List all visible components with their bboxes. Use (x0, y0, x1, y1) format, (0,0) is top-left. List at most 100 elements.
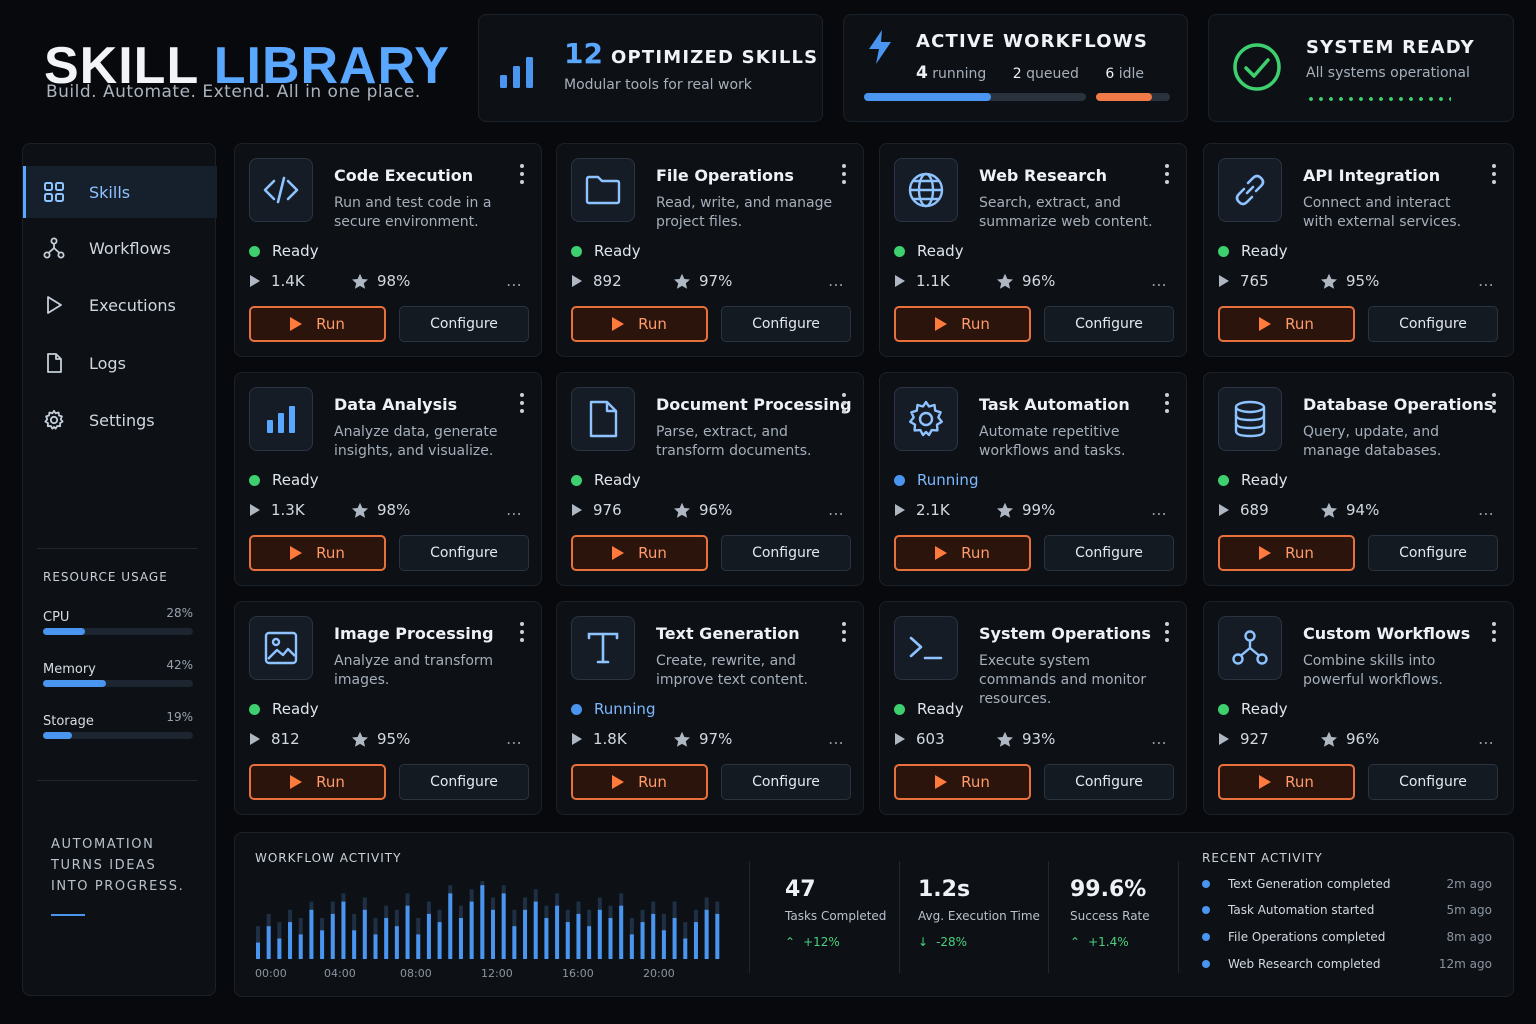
more-horizontal-icon[interactable]: ⋯ (1478, 733, 1495, 752)
recent-time: 12m ago (1438, 957, 1492, 971)
run-button[interactable]: Run (1218, 764, 1355, 800)
run-button[interactable]: Run (249, 764, 386, 800)
activity-chart (256, 881, 720, 959)
skill-description: Automate repetitive workflows and tasks. (979, 424, 1126, 459)
configure-button[interactable]: Configure (721, 535, 851, 571)
run-button[interactable]: Run (894, 764, 1031, 800)
run-button[interactable]: Run (1218, 535, 1355, 571)
sidebar-item-workflows[interactable]: Workflows (23, 222, 217, 274)
more-horizontal-icon[interactable]: ⋯ (1478, 504, 1495, 523)
more-vertical-icon[interactable] (841, 164, 847, 184)
run-button[interactable]: Run (249, 535, 386, 571)
sidebar-item-label: Logs (89, 353, 126, 373)
more-horizontal-icon[interactable]: ⋯ (1151, 275, 1168, 294)
configure-button[interactable]: Configure (721, 764, 851, 800)
configure-button[interactable]: Configure (1044, 764, 1174, 800)
configure-button[interactable]: Configure (1044, 535, 1174, 571)
more-vertical-icon[interactable] (519, 164, 525, 184)
more-horizontal-icon[interactable]: ⋯ (828, 504, 845, 523)
status-label: Running (917, 471, 979, 489)
skill-name: Image Processing (334, 624, 494, 643)
skill-status: Ready (249, 471, 319, 489)
status-label: Ready (272, 242, 319, 260)
x-tick-label: 16:00 (562, 967, 594, 980)
activity-bar (277, 938, 282, 959)
divider (37, 780, 197, 781)
resource-value: 28% (166, 606, 193, 620)
status-dot (1202, 960, 1210, 968)
run-label: Run (638, 544, 667, 562)
configure-button[interactable]: Configure (399, 306, 529, 342)
more-horizontal-icon[interactable]: ⋯ (1478, 275, 1495, 294)
check-circle-icon (1233, 43, 1281, 91)
status-label: Ready (272, 471, 319, 489)
kpi-delta-value: +1.4% (1088, 935, 1129, 949)
run-button[interactable]: Run (894, 306, 1031, 342)
more-horizontal-icon[interactable]: ⋯ (828, 275, 845, 294)
activity-bar (501, 893, 506, 959)
recent-activity-item[interactable]: Web Research completed 12m ago (1202, 957, 1492, 971)
skill-card-database-operations: Database Operations Query, update, and ma… (1203, 372, 1514, 586)
recent-text: Web Research completed (1228, 957, 1381, 971)
configure-button[interactable]: Configure (721, 306, 851, 342)
run-button[interactable]: Run (571, 764, 708, 800)
more-vertical-icon[interactable] (1164, 622, 1170, 642)
resource-label: Storage (43, 714, 94, 729)
configure-button[interactable]: Configure (1044, 306, 1174, 342)
sidebar-item-logs[interactable]: Logs (23, 337, 217, 389)
activity-bar (320, 930, 325, 959)
play-icon (1259, 317, 1272, 331)
more-vertical-icon[interactable] (519, 622, 525, 642)
recent-activity-item[interactable]: Task Automation started 5m ago (1202, 903, 1492, 917)
title-block: SKILL LIBRARY (22, 14, 462, 122)
status-label: Ready (594, 242, 641, 260)
more-horizontal-icon[interactable]: ⋯ (506, 275, 523, 294)
run-button[interactable]: Run (571, 535, 708, 571)
star-icon (674, 731, 690, 747)
run-button[interactable]: Run (571, 306, 708, 342)
activity-bar (458, 918, 463, 959)
configure-button[interactable]: Configure (399, 764, 529, 800)
more-vertical-icon[interactable] (519, 393, 525, 413)
more-vertical-icon[interactable] (1164, 393, 1170, 413)
more-vertical-icon[interactable] (1491, 622, 1497, 642)
more-horizontal-icon[interactable]: ⋯ (506, 504, 523, 523)
more-horizontal-icon[interactable]: ⋯ (506, 733, 523, 752)
arrow-down-icon: ↓ (918, 935, 929, 949)
more-vertical-icon[interactable] (1491, 164, 1497, 184)
run-button[interactable]: Run (1218, 306, 1355, 342)
configure-button[interactable]: Configure (1368, 764, 1498, 800)
activity-bar (587, 926, 592, 959)
status-dot (571, 703, 582, 715)
activity-bar (512, 926, 517, 959)
configure-button[interactable]: Configure (1368, 306, 1498, 342)
play-icon (935, 317, 948, 331)
recent-activity-item[interactable]: File Operations completed 8m ago (1202, 930, 1492, 944)
more-vertical-icon[interactable] (1164, 164, 1170, 184)
star-icon (997, 731, 1013, 747)
divider (37, 548, 197, 549)
more-horizontal-icon[interactable]: ⋯ (1151, 504, 1168, 523)
activity-bar (330, 913, 335, 959)
skill-metrics: 689 94% (1218, 501, 1498, 519)
more-horizontal-icon[interactable]: ⋯ (828, 733, 845, 752)
more-vertical-icon[interactable] (841, 393, 847, 413)
configure-button[interactable]: Configure (1368, 535, 1498, 571)
sidebar-item-settings[interactable]: Settings (23, 394, 217, 446)
run-button[interactable]: Run (249, 306, 386, 342)
run-button[interactable]: Run (894, 535, 1031, 571)
more-vertical-icon[interactable] (1491, 393, 1497, 413)
more-horizontal-icon[interactable]: ⋯ (1151, 733, 1168, 752)
activity-bar (565, 922, 570, 959)
skill-card-image-processing: Image Processing Analyze and transform im… (234, 601, 542, 815)
sidebar-item-executions[interactable]: Executions (23, 279, 217, 331)
skill-description: Search, extract, and summarize web conte… (979, 195, 1153, 230)
play-icon (250, 733, 260, 745)
configure-button[interactable]: Configure (399, 535, 529, 571)
recent-activity-item[interactable]: Text Generation completed 2m ago (1202, 877, 1492, 891)
skill-description: Create, rewrite, and improve text conten… (656, 653, 808, 688)
activity-bar (448, 893, 453, 959)
skill-description: Query, update, and manage databases. (1303, 424, 1442, 459)
more-vertical-icon[interactable] (841, 622, 847, 642)
sidebar-item-skills[interactable]: Skills (23, 166, 217, 218)
